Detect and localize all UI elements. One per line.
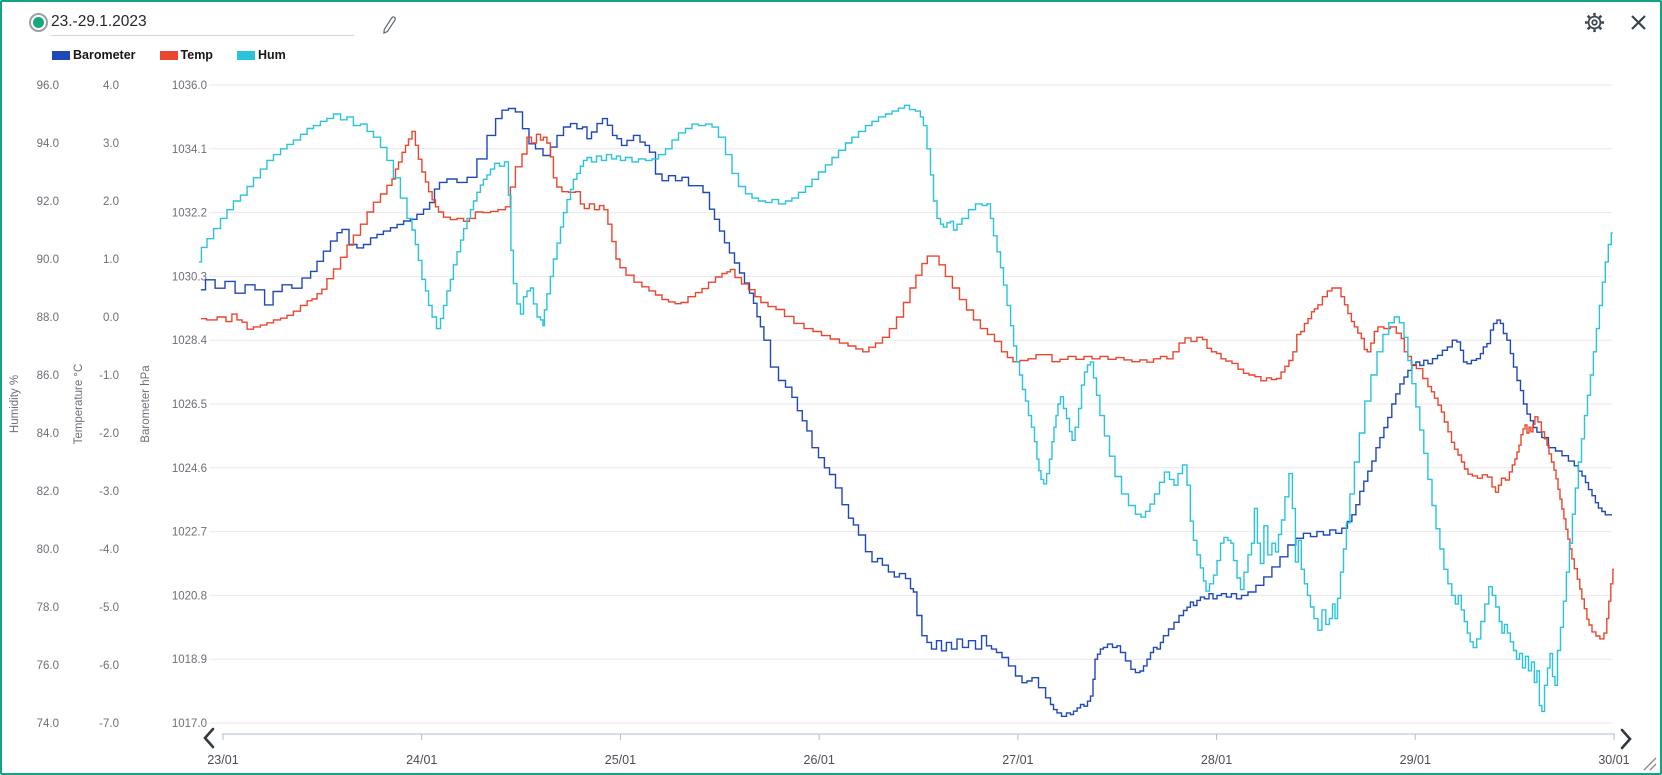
y-tick-label-temp: -2.0 <box>99 428 119 440</box>
y-tick-label-baro: 1024.6 <box>172 463 207 475</box>
settings-button[interactable] <box>1583 11 1606 34</box>
x-tick-label: 28/01 <box>1201 753 1232 767</box>
y-tick-label-hum: 74.0 <box>37 718 59 730</box>
date-range-input[interactable]: 23.-29.1.2023 <box>51 11 354 36</box>
legend-item-barometer[interactable]: Barometer <box>52 48 136 62</box>
y-tick-label-temp: -5.0 <box>99 602 119 614</box>
pencil-icon <box>383 16 396 34</box>
next-range-chevron-icon[interactable] <box>1620 728 1632 750</box>
edit-button[interactable] <box>380 16 397 34</box>
close-button[interactable] <box>1630 14 1647 31</box>
y-axis-title-baro: Barometer hPa <box>140 365 152 443</box>
y-tick-label-baro: 1034.1 <box>172 144 207 156</box>
y-tick-label-baro: 1036.0 <box>172 80 207 92</box>
y-tick-label-temp: -7.0 <box>99 718 119 730</box>
x-tick-label: 24/01 <box>406 753 437 767</box>
legend-swatch-temp <box>159 50 178 60</box>
legend-label: Hum <box>257 48 286 62</box>
topbar: 23.-29.1.2023 <box>2 2 1660 46</box>
legend-label: Barometer <box>73 48 136 62</box>
y-tick-label-hum: 88.0 <box>37 312 59 324</box>
gear-icon <box>1584 12 1605 33</box>
legend-item-hum[interactable]: Hum <box>236 48 286 62</box>
x-tick-label: 26/01 <box>804 753 835 767</box>
y-tick-label-temp: 2.0 <box>103 196 119 208</box>
x-tick-label: 27/01 <box>1002 753 1033 767</box>
y-tick-label-baro: 1017.0 <box>172 718 207 730</box>
y-tick-label-hum: 92.0 <box>37 196 59 208</box>
x-tick-label: 25/01 <box>605 753 636 767</box>
y-tick-label-hum: 80.0 <box>37 544 59 556</box>
y-tick-label-baro: 1022.7 <box>172 527 207 539</box>
y-axis-title-temp: Temperature °C <box>73 364 85 445</box>
y-tick-label-baro: 1032.2 <box>172 208 207 220</box>
y-tick-label-hum: 86.0 <box>37 370 59 382</box>
y-tick-label-temp: -1.0 <box>99 370 119 382</box>
y-tick-label-hum: 94.0 <box>37 138 59 150</box>
y-tick-label-hum: 82.0 <box>37 486 59 498</box>
y-tick-label-temp: -6.0 <box>99 660 119 672</box>
legend-swatch-hum <box>236 50 255 60</box>
record-dot-icon <box>33 17 44 28</box>
y-tick-label-baro: 1018.9 <box>172 654 207 666</box>
series-line-barometer <box>200 107 1612 717</box>
y-tick-label-temp: -3.0 <box>99 486 119 498</box>
y-tick-label-temp: 0.0 <box>103 312 119 324</box>
y-tick-label-baro: 1030.3 <box>172 271 207 283</box>
y-tick-label-temp: 4.0 <box>103 80 119 92</box>
y-tick-label-hum: 76.0 <box>37 660 59 672</box>
y-tick-label-baro: 1026.5 <box>172 399 207 411</box>
record-toggle[interactable] <box>29 13 48 32</box>
prev-range-chevron-icon[interactable] <box>203 727 215 749</box>
y-axis-title-hum: Humidity % <box>9 375 21 433</box>
legend-label: Temp <box>180 48 213 62</box>
series-line-temp <box>200 130 1614 640</box>
y-tick-label-hum: 90.0 <box>37 254 59 266</box>
y-tick-label-baro: 1028.4 <box>172 335 208 347</box>
x-tick-label: 29/01 <box>1400 753 1431 767</box>
resize-handle[interactable] <box>1643 757 1657 771</box>
legend-item-temp[interactable]: Temp <box>159 48 213 62</box>
y-tick-label-hum: 96.0 <box>37 80 59 92</box>
y-tick-label-temp: 1.0 <box>103 254 119 266</box>
y-tick-label-hum: 84.0 <box>37 428 59 440</box>
x-tick-label: 30/01 <box>1598 753 1629 767</box>
y-tick-label-temp: 3.0 <box>103 138 119 150</box>
y-tick-label-hum: 78.0 <box>37 602 59 614</box>
y-tick-label-baro: 1020.8 <box>172 590 207 602</box>
legend-swatch-barometer <box>52 50 70 60</box>
x-tick-label: 23/01 <box>207 753 238 767</box>
series-line-hum <box>199 104 1613 713</box>
legend: Barometer Temp Hum <box>52 48 286 62</box>
y-tick-label-temp: -4.0 <box>99 544 119 556</box>
close-icon <box>1631 15 1646 30</box>
